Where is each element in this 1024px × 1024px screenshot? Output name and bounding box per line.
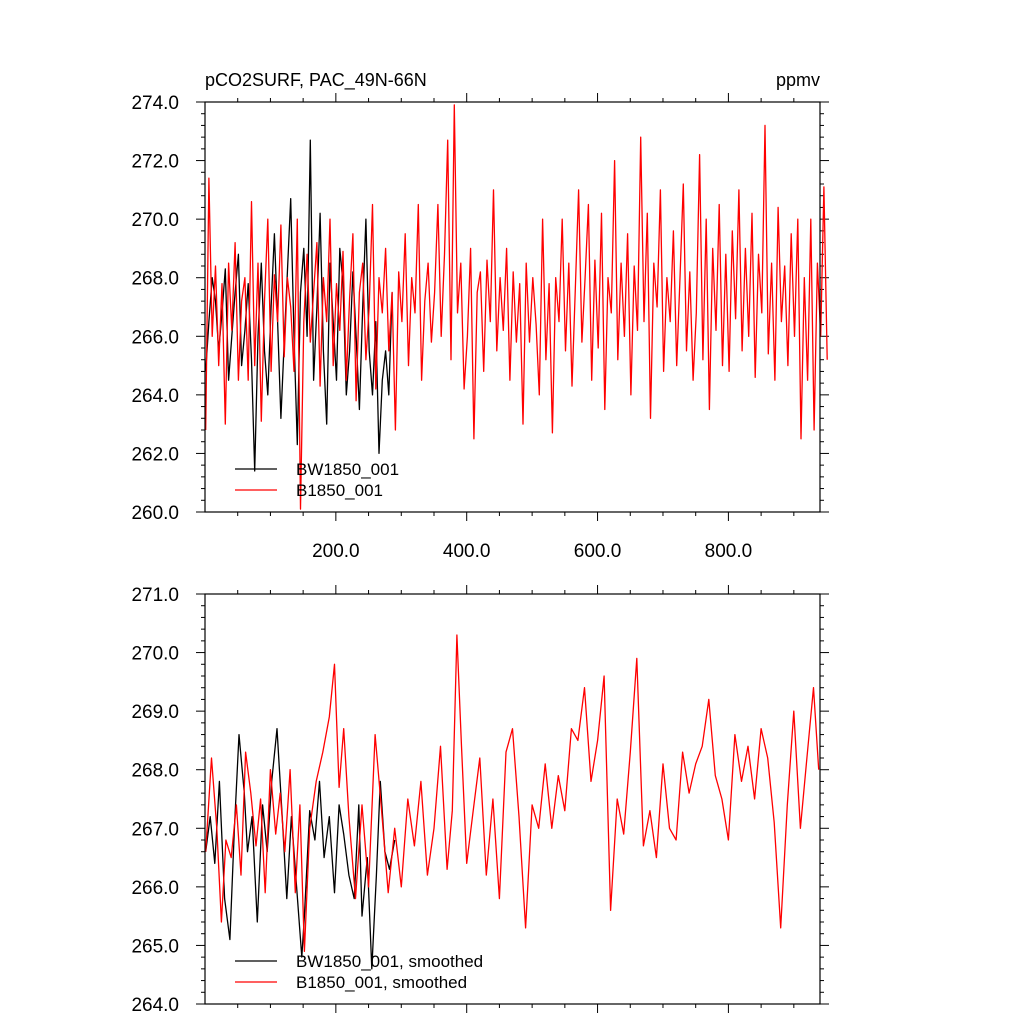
top-y-tick-label: 272.0 bbox=[131, 152, 179, 173]
top-y-tick-label: 266.0 bbox=[131, 327, 179, 348]
bottom-y-tick-label: 265.0 bbox=[131, 936, 179, 957]
bottom-y-tick-label: 267.0 bbox=[131, 819, 179, 840]
top-plot-frame bbox=[204, 101, 821, 513]
top-x-tick-label: 600.0 bbox=[574, 541, 622, 562]
bottom-y-tick-label: 266.0 bbox=[131, 878, 179, 899]
bottom-y-tick-label: 270.0 bbox=[131, 644, 179, 665]
chart-title: pCO2SURF, PAC_49N-66N bbox=[205, 70, 427, 91]
top-y-tick-label: 264.0 bbox=[131, 386, 179, 407]
bottom-legend: BW1850_001, smoothed B1850_001, smoothed bbox=[235, 952, 483, 992]
top-y-tick-label: 274.0 bbox=[131, 93, 179, 114]
top-legend-label-1: BW1850_001 bbox=[296, 460, 399, 479]
top-y-tick-labels: 260.0 262.0 264.0 266.0 268.0 270.0 272.0 274.0 bbox=[131, 93, 179, 524]
top-x-tick-label: 200.0 bbox=[312, 541, 360, 562]
top-x-tick-label: 800.0 bbox=[705, 541, 753, 562]
bottom-axis-ticks bbox=[196, 585, 829, 1013]
top-x-tick-label: 400.0 bbox=[443, 541, 491, 562]
top-legend: BW1850_001 B1850_001 bbox=[235, 460, 399, 500]
top-series-line-2 bbox=[205, 104, 828, 510]
bottom-y-tick-label: 264.0 bbox=[131, 995, 179, 1016]
top-series-lines bbox=[205, 104, 828, 510]
bottom-series-lines bbox=[205, 634, 820, 970]
top-panel: pCO2SURF, PAC_49N-66N ppmv 260.0 262.0 264… bbox=[131, 70, 829, 562]
bottom-y-tick-label: 268.0 bbox=[131, 761, 179, 782]
bottom-y-tick-label: 269.0 bbox=[131, 702, 179, 723]
top-y-tick-label: 268.0 bbox=[131, 269, 179, 290]
bottom-legend-label-2: B1850_001, smoothed bbox=[296, 973, 467, 992]
bottom-y-tick-labels: 264.0 265.0 266.0 267.0 268.0 269.0 270.0 271.0 bbox=[131, 585, 179, 1016]
bottom-plot-frame bbox=[204, 593, 821, 1005]
bottom-panel: 264.0 265.0 266.0 267.0 268.0 269.0 270.0 271.0… bbox=[131, 585, 829, 1016]
bottom-series-line-2 bbox=[205, 634, 820, 952]
top-axis-ticks bbox=[196, 93, 829, 521]
top-y-tick-label: 270.0 bbox=[131, 210, 179, 231]
top-legend-label-2: B1850_001 bbox=[296, 481, 383, 500]
bottom-y-tick-label: 271.0 bbox=[131, 585, 179, 606]
top-y-tick-label: 262.0 bbox=[131, 444, 179, 465]
units-label: ppmv bbox=[776, 70, 820, 90]
top-x-tick-labels: 200.0 400.0 600.0 800.0 bbox=[312, 541, 752, 562]
top-y-tick-label: 260.0 bbox=[131, 503, 179, 524]
bottom-legend-label-1: BW1850_001, smoothed bbox=[296, 952, 483, 971]
bottom-series-line-1 bbox=[205, 728, 396, 970]
